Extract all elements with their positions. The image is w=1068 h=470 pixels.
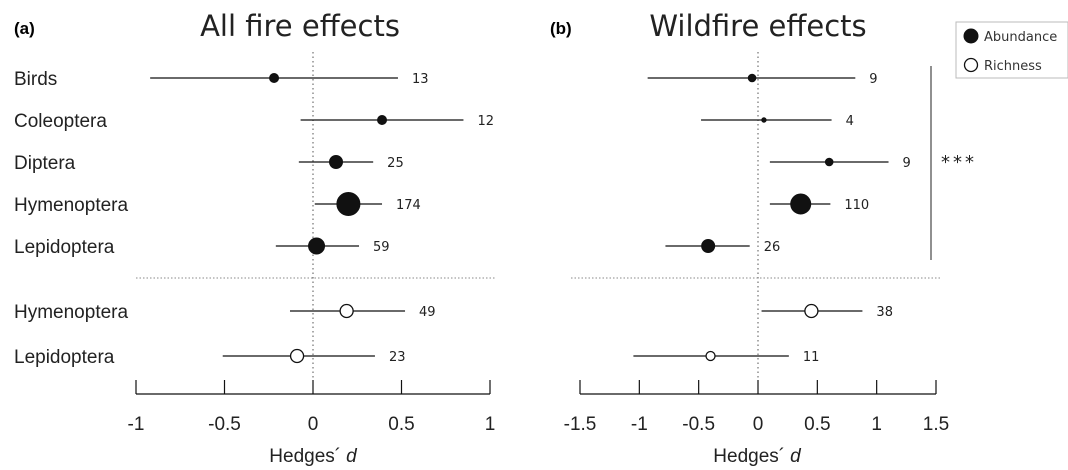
panel-b-letter: (b) (550, 19, 572, 38)
row-label-0: Birds (14, 69, 57, 90)
panel-b-x-axis-title-symbol: d (790, 446, 802, 467)
panel-b-tick-label-2: -0.5 (682, 414, 715, 435)
panel-a-n-label-0: 13 (412, 72, 429, 87)
legend-richness-marker (963, 57, 979, 73)
panel-b-point-1 (761, 117, 767, 123)
panel-b-point-6 (705, 350, 716, 362)
panel-b-x-axis-title-main: Hedges´ (713, 446, 785, 467)
panel-b-n-label-6: 11 (803, 350, 820, 365)
panel-a-x-axis-title-main: Hedges´ (269, 446, 341, 467)
row-label-4: Lepidoptera (14, 237, 115, 258)
panel-a-point-4 (308, 237, 326, 255)
panel-a-tick-label-2: 0 (308, 414, 319, 435)
row-label-3: Hymenoptera (14, 195, 128, 216)
panel-b-n-label-5: 38 (876, 305, 893, 320)
panel-a-point-0 (269, 73, 280, 83)
panel-b-tick-label-5: 1 (871, 414, 882, 435)
legend: Abundance Richness (955, 21, 1068, 79)
panel-b-point-3 (790, 193, 812, 215)
panel-b-point-5 (804, 303, 819, 319)
panel-b-n-label-1: 4 (846, 114, 854, 129)
panel-a-title: All fire effects (200, 9, 400, 43)
panel-b-n-label-2: 9 (903, 156, 911, 171)
panel-b-n-label-4: 26 (764, 240, 781, 255)
panel-a-point-3 (336, 192, 361, 216)
panel-a-point-6 (289, 348, 305, 364)
panel-a-n-label-2: 25 (387, 156, 404, 171)
panel-b-tick-label-4: 0.5 (804, 414, 830, 435)
panel-a-letter: (a) (14, 19, 35, 38)
panel-b-x-axis-title: Hedges´ d (713, 446, 802, 467)
panel-a-x-axis-title-symbol: d (346, 446, 358, 467)
panel-b-tick-label-3: 0 (753, 414, 764, 435)
panel-a-plot: 13 12 25 174 59 49 23 -1 -0.5 0 0.5 1 (128, 52, 496, 435)
panel-b-tick-label-6: 1.5 (923, 414, 949, 435)
panel-b-point-0 (747, 73, 757, 83)
panel-a-tick-label-0: -1 (128, 414, 145, 435)
panel-a-n-label-6: 23 (389, 350, 406, 365)
panel-a-n-label-5: 49 (419, 305, 436, 320)
row-label-2: Diptera (14, 153, 76, 174)
row-label-6: Lepidoptera (14, 347, 115, 368)
panel-b-tick-label-1: -1 (631, 414, 648, 435)
panel-a-tick-label-4: 1 (485, 414, 496, 435)
panel-a-tick-label-3: 0.5 (388, 414, 414, 435)
panel-a-point-5 (339, 303, 354, 319)
panel-b-tick-label-0: -1.5 (564, 414, 597, 435)
panel-a-tick-label-1: -0.5 (208, 414, 241, 435)
legend-richness-label: Richness (984, 59, 1042, 74)
panel-b-point-2 (824, 157, 834, 167)
panel-a-n-label-1: 12 (477, 114, 494, 129)
panel-b-title: Wildfire effects (649, 9, 866, 43)
panel-b-n-label-0: 9 (869, 72, 877, 87)
panel-b-n-label-3: 110 (844, 198, 869, 213)
row-label-5: Hymenoptera (14, 302, 128, 323)
legend-abundance-marker (963, 28, 979, 44)
panel-a-n-label-3: 174 (396, 198, 421, 213)
panel-a-n-label-4: 59 (373, 240, 390, 255)
panel-b-plot: 9 4 9 110 26 38 11 -1.5 -1 -0.5 0 0.5 1 1.5 (564, 52, 949, 435)
row-labels: Birds Coleoptera Diptera Hymenoptera Lepidop… (14, 69, 128, 368)
panel-a-point-2 (329, 155, 344, 169)
row-label-1: Coleoptera (14, 111, 107, 132)
panel-b-point-4 (701, 239, 716, 253)
significance-label: *** (941, 152, 977, 173)
panel-a-point-1 (377, 115, 388, 125)
panel-a-x-axis-title: Hedges´ d (269, 446, 358, 467)
legend-abundance-label: Abundance (984, 30, 1057, 45)
